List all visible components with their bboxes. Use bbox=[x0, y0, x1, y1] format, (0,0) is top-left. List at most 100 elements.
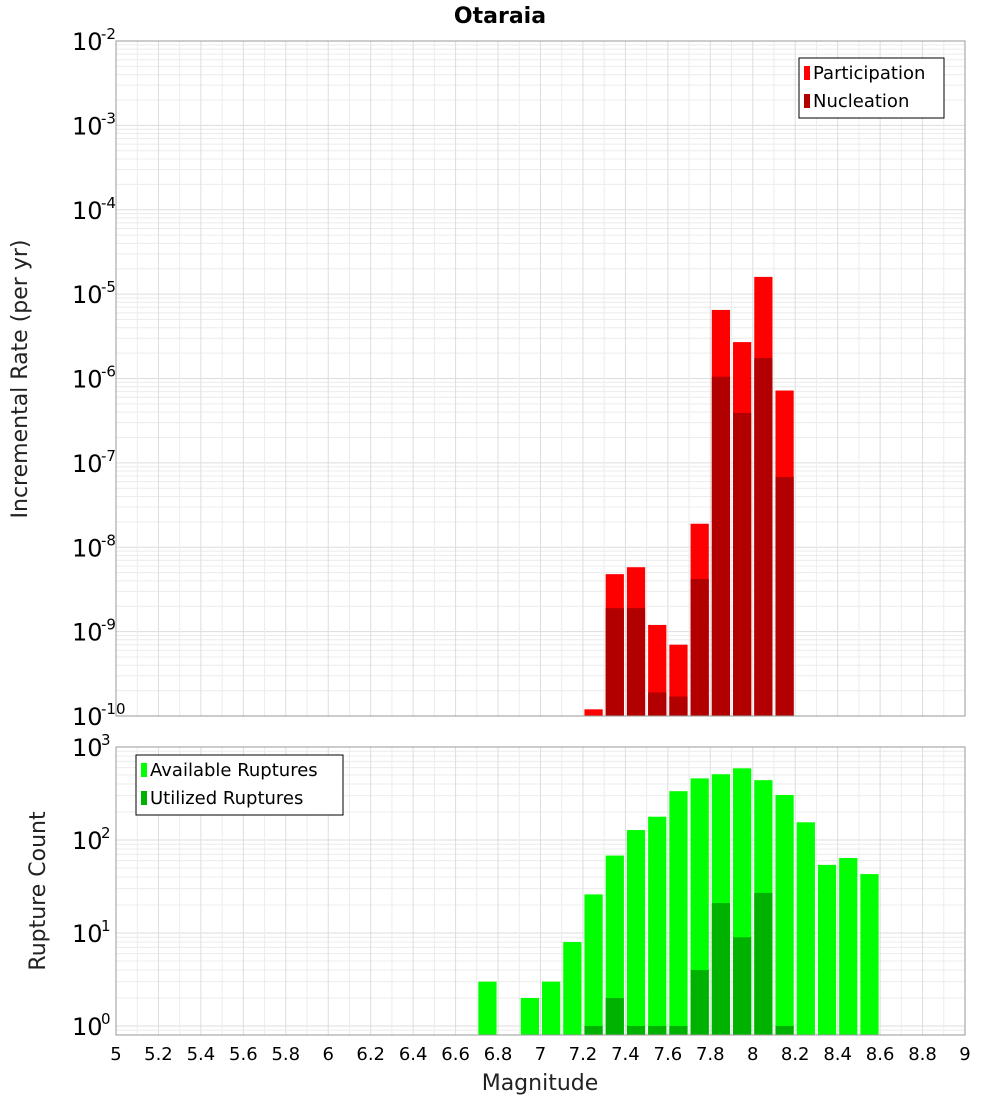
bar bbox=[520, 997, 539, 1035]
bar bbox=[563, 942, 582, 1035]
chart-title: Otaraia bbox=[454, 4, 546, 29]
x-tick-label: 5 bbox=[110, 1044, 121, 1065]
svg-text:10: 10 bbox=[72, 197, 103, 225]
bottom-y-axis-label: Rupture Count bbox=[26, 811, 51, 971]
top-y-axis-label: Incremental Rate (per yr) bbox=[8, 240, 33, 519]
bar bbox=[626, 830, 646, 1035]
bar bbox=[669, 1025, 688, 1035]
bar bbox=[839, 858, 858, 1035]
bar bbox=[733, 413, 752, 716]
plot-frame bbox=[115, 746, 966, 1036]
x-tick-label: 8.2 bbox=[781, 1044, 810, 1065]
svg-text:10: 10 bbox=[72, 366, 103, 394]
y-tick-label: 103 bbox=[72, 731, 111, 762]
bar bbox=[648, 816, 667, 1035]
y-tick-label: 10-10 bbox=[72, 700, 126, 731]
svg-text:10: 10 bbox=[72, 619, 103, 647]
svg-text:10: 10 bbox=[72, 534, 103, 562]
legend-swatch bbox=[141, 763, 147, 777]
plot-frame bbox=[115, 40, 966, 717]
x-tick-label: 7.4 bbox=[611, 1044, 640, 1065]
bar bbox=[796, 822, 815, 1035]
legend: Available Ruptures Utilized Ruptures bbox=[135, 754, 344, 816]
x-axis-label: Magnitude bbox=[482, 1071, 599, 1096]
bar bbox=[584, 709, 603, 716]
bar bbox=[584, 894, 603, 1035]
series-available-ruptures bbox=[478, 768, 879, 1035]
bar bbox=[626, 608, 646, 716]
bar bbox=[584, 1025, 603, 1035]
svg-text:1: 1 bbox=[101, 917, 111, 935]
y-tick-label: 10-7 bbox=[72, 447, 116, 478]
x-tick-label: 5.8 bbox=[271, 1044, 300, 1065]
legend-label: Utilized Ruptures bbox=[150, 788, 303, 809]
bar bbox=[690, 579, 709, 716]
bar bbox=[754, 892, 773, 1035]
svg-text:10: 10 bbox=[72, 112, 103, 140]
x-tick-label: 8.4 bbox=[823, 1044, 852, 1065]
legend-swatch bbox=[804, 66, 810, 80]
bar bbox=[690, 969, 709, 1035]
svg-text:-4: -4 bbox=[101, 194, 116, 212]
svg-text:10: 10 bbox=[72, 920, 103, 948]
y-tick-label: 10-5 bbox=[72, 278, 116, 309]
incremental-rate-panel: 10-210-310-410-510-610-710-810-910-10Par… bbox=[72, 25, 966, 731]
x-tick-label: 6.8 bbox=[484, 1044, 513, 1065]
x-tick-label: 5.4 bbox=[187, 1044, 216, 1065]
bar bbox=[775, 1025, 794, 1035]
y-tick-label: 10-2 bbox=[72, 25, 116, 56]
svg-text:-3: -3 bbox=[101, 109, 116, 127]
bar bbox=[648, 692, 667, 716]
svg-text:10: 10 bbox=[72, 28, 103, 56]
bar bbox=[775, 477, 794, 716]
svg-text:-9: -9 bbox=[101, 616, 116, 634]
series-utilized-ruptures bbox=[584, 892, 794, 1035]
legend-label: Available Ruptures bbox=[150, 760, 318, 781]
legend-label: Participation bbox=[813, 63, 925, 84]
svg-text:10: 10 bbox=[72, 703, 103, 731]
svg-text:-8: -8 bbox=[101, 531, 116, 549]
x-tick-label: 7 bbox=[535, 1044, 546, 1065]
svg-text:10: 10 bbox=[72, 1013, 103, 1041]
bar bbox=[542, 981, 561, 1035]
y-tick-label: 10-9 bbox=[72, 616, 116, 647]
svg-text:-6: -6 bbox=[101, 363, 116, 381]
svg-text:10: 10 bbox=[72, 827, 103, 855]
x-tick-label: 7.2 bbox=[569, 1044, 598, 1065]
legend-label: Nucleation bbox=[813, 91, 909, 112]
x-tick-labels: 5 5.2 5.4 5.6 5.8 6 6.2 6.4 6.6 6.8 7 7.2 7.4 7.6 7.8 8… bbox=[110, 1044, 970, 1065]
legend-box bbox=[135, 754, 344, 816]
x-tick-label: 9 bbox=[959, 1044, 970, 1065]
bar bbox=[711, 376, 731, 716]
x-tick-label: 5.2 bbox=[144, 1044, 173, 1065]
svg-text:3: 3 bbox=[101, 731, 111, 749]
x-tick-label: 6.4 bbox=[399, 1044, 428, 1065]
y-tick-label: 10-6 bbox=[72, 363, 116, 394]
x-tick-label: 7.8 bbox=[696, 1044, 725, 1065]
bar bbox=[860, 874, 879, 1035]
legend-swatch bbox=[804, 94, 810, 108]
bar bbox=[754, 357, 773, 716]
x-tick-label: 7.6 bbox=[654, 1044, 683, 1065]
bar bbox=[711, 903, 731, 1035]
bar bbox=[648, 1025, 667, 1035]
svg-text:0: 0 bbox=[101, 1010, 111, 1028]
svg-text:10: 10 bbox=[72, 281, 103, 309]
y-tick-label: 10-4 bbox=[72, 194, 116, 225]
bar bbox=[775, 794, 794, 1035]
bar bbox=[605, 997, 624, 1035]
svg-text:10: 10 bbox=[72, 734, 103, 762]
legend: Participation Nucleation bbox=[798, 57, 945, 119]
svg-text:-10: -10 bbox=[101, 700, 126, 718]
legend-box bbox=[798, 57, 945, 119]
bar bbox=[733, 937, 752, 1035]
bar bbox=[478, 981, 497, 1035]
y-tick-label: 101 bbox=[72, 917, 111, 948]
bar bbox=[605, 855, 624, 1035]
bar bbox=[817, 864, 837, 1035]
bar bbox=[605, 608, 624, 716]
grid bbox=[115, 40, 966, 717]
bar bbox=[626, 1025, 646, 1035]
